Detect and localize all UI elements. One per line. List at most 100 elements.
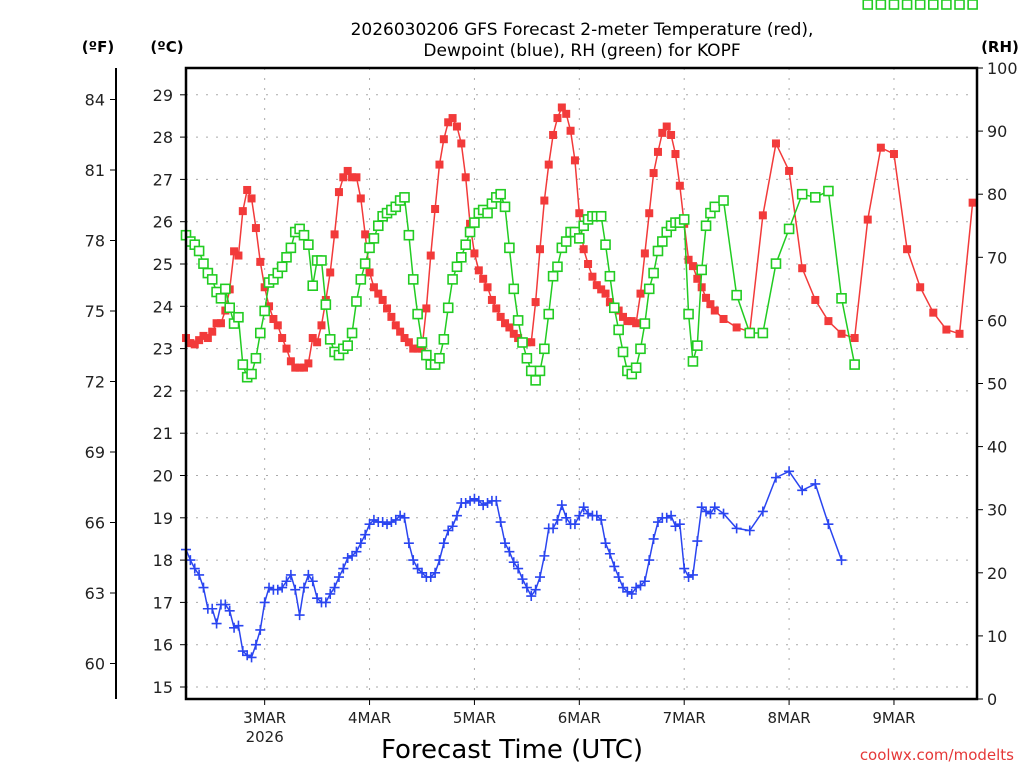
temperature-point: [492, 304, 501, 313]
fahrenheit-tick-label: 72: [85, 373, 105, 392]
rh-point: [416, 337, 428, 348]
temperature-point: [496, 312, 505, 321]
temperature-point: [396, 327, 405, 336]
dewpoint-point: [709, 502, 720, 513]
temperature-point: [374, 289, 383, 298]
rh-point: [836, 293, 847, 304]
dewpoint-point: [342, 552, 353, 563]
dewpoint-point: [194, 569, 205, 580]
rh-point: [364, 242, 375, 254]
temperature-point: [251, 224, 260, 233]
rh-point: [862, 0, 874, 10]
rh-point: [560, 236, 572, 247]
fahrenheit-tick-label: 69: [85, 443, 105, 462]
rh-point: [849, 359, 860, 370]
temperature-point: [422, 304, 431, 313]
dewpoint-point: [744, 525, 755, 536]
temperature-point: [645, 209, 654, 218]
temperature-point: [837, 329, 846, 338]
dewpoint-point: [526, 591, 537, 602]
rh-point: [543, 308, 555, 320]
celsius-tick-label: 18: [153, 551, 173, 570]
rh-point: [757, 327, 769, 339]
temperature-point: [243, 185, 252, 194]
temperature-point: [719, 314, 728, 323]
fahrenheit-unit-label: (ºF): [82, 38, 114, 56]
temperature-point: [916, 283, 925, 292]
rh-point: [460, 239, 471, 250]
temperature-point: [501, 319, 510, 328]
temperature-point: [632, 319, 641, 328]
dewpoint-point: [701, 506, 712, 517]
temperature-point: [273, 321, 282, 330]
temperature-point: [199, 331, 208, 340]
rh-point: [534, 365, 546, 377]
dewpoint-point: [473, 495, 484, 506]
temperature-point: [317, 321, 326, 330]
fahrenheit-tick-label: 63: [85, 584, 105, 603]
temperature-point: [487, 295, 496, 304]
dewpoint-point: [443, 525, 454, 536]
rh-point: [233, 311, 244, 323]
dewpoint-point: [692, 536, 703, 547]
temperature-point: [601, 289, 610, 298]
temperature-point: [597, 285, 606, 294]
temperature-point: [903, 245, 912, 254]
temperature-point: [671, 150, 680, 159]
temperature-point: [417, 344, 426, 353]
dewpoint-point: [666, 510, 677, 521]
rh-point: [316, 255, 327, 266]
temperature-point: [605, 298, 614, 307]
temperature-point: [404, 338, 413, 347]
dewpoint-point: [613, 572, 624, 583]
fahrenheit-tick-label: 60: [85, 655, 105, 674]
rh-point: [355, 274, 367, 285]
rh-point: [324, 334, 336, 345]
temperature-point: [653, 147, 662, 156]
dewpoint-point: [539, 550, 550, 561]
rh-point: [630, 362, 642, 374]
series-plus-group: [181, 466, 847, 663]
temperature-point: [584, 260, 593, 268]
dewpoint-point: [303, 569, 314, 580]
dewpoint-point: [368, 514, 379, 525]
dewpoint-point: [425, 572, 436, 583]
dewpoint-point: [639, 576, 650, 587]
dewpoint-point: [259, 597, 270, 608]
dewpoint-point: [604, 548, 615, 559]
dewpoint-point: [307, 576, 318, 587]
rh-point: [552, 261, 563, 273]
temperature-point: [413, 344, 422, 353]
x-tick-label: 9MAR: [872, 709, 915, 727]
temperature-point: [575, 209, 584, 218]
dewpoint-point: [198, 582, 209, 593]
rh-point: [888, 0, 900, 10]
rh-point: [320, 299, 332, 310]
rh-point: [285, 242, 297, 254]
temperature-point: [675, 181, 684, 190]
temperature-point: [535, 245, 544, 254]
credit-link[interactable]: coolwx.com/modelts: [860, 746, 1014, 764]
rh-point: [499, 201, 511, 213]
temperature-point: [457, 139, 466, 148]
temperature-point: [435, 160, 444, 169]
temperature-point: [216, 319, 225, 328]
temperature-point: [771, 139, 780, 148]
x-tick-label: 8MAR: [767, 709, 810, 727]
dewpoint-point: [556, 500, 567, 511]
rh-point: [298, 229, 310, 241]
temperature-point: [247, 194, 256, 203]
rh-point: [525, 365, 537, 377]
temperature-point: [431, 205, 440, 214]
temperature-point: [527, 338, 536, 347]
dewpoint-point: [281, 576, 292, 587]
dewpoint-point: [631, 582, 642, 593]
rh-point: [237, 359, 249, 370]
temperature-point: [203, 334, 212, 343]
dewpoint-point: [189, 563, 200, 574]
rh-point: [281, 252, 292, 263]
dewpoint-point: [211, 618, 222, 629]
dewpoint-point: [220, 599, 231, 610]
temperature-point: [850, 334, 859, 343]
rh-point: [412, 308, 423, 320]
